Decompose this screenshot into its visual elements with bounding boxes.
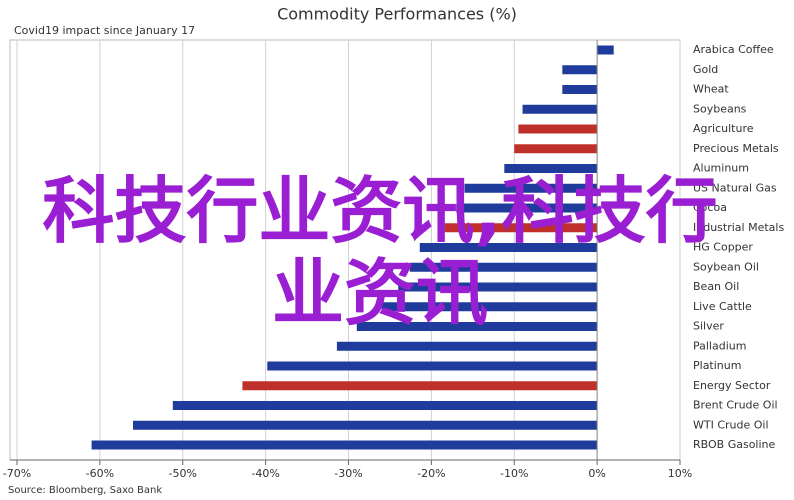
bar — [522, 104, 598, 114]
bar — [91, 440, 598, 450]
bar — [381, 302, 598, 312]
bar — [336, 341, 598, 351]
bar — [444, 223, 598, 233]
bar — [133, 420, 598, 430]
x-tick-label: -50% — [169, 467, 197, 480]
y-tick-label: Soybeans — [693, 102, 747, 115]
y-tick-label: Gold — [693, 63, 718, 76]
y-tick-label: Soybean Oil — [693, 260, 759, 273]
y-tick-label: Bean Oil — [693, 280, 739, 293]
x-tick-label: -30% — [334, 467, 362, 480]
chart-subtitle: Covid19 impact since January 17 — [14, 24, 195, 37]
y-tick-label: Brent Crude Oil — [693, 399, 778, 412]
bar — [464, 183, 598, 193]
y-tick-label: Wheat — [693, 83, 729, 96]
y-tick-label: WTI Crude Oil — [693, 418, 769, 431]
bar — [518, 124, 598, 134]
y-tick-label: Agriculture — [693, 122, 754, 135]
y-tick-label: Platinum — [693, 359, 741, 372]
bar — [267, 361, 598, 371]
bar — [356, 322, 598, 331]
bar — [172, 401, 598, 410]
x-tick-label: -40% — [251, 467, 279, 480]
x-tick-label: 0% — [588, 467, 605, 480]
bar — [562, 65, 598, 75]
source: Source: Bloomberg, Saxo Bank — [8, 485, 162, 496]
x-tick-label: -60% — [86, 467, 114, 480]
bar — [514, 144, 598, 154]
chart-title: Commodity Performances (%) — [277, 5, 517, 24]
y-tick-label: Energy Sector — [693, 379, 771, 392]
y-tick-label: US Natural Gas — [693, 181, 777, 194]
bar — [409, 262, 598, 272]
bar — [242, 381, 598, 391]
y-tick-label: HG Copper — [693, 241, 753, 254]
bar — [398, 282, 598, 292]
y-tick-label: RBOB Gasoline — [693, 438, 776, 451]
watermark: 科技行业资讯,科技行业资讯 — [42, 169, 718, 335]
bar — [456, 203, 598, 213]
bar — [562, 85, 598, 94]
bar — [504, 164, 598, 173]
bar — [419, 243, 598, 252]
y-tick-label: Aluminum — [693, 162, 749, 175]
x-tick-label: -70% — [3, 467, 31, 480]
y-tick-label: Palladium — [693, 339, 746, 352]
y-tick-label: Live Cattle — [693, 300, 752, 313]
y-tick-label: Arabica Coffee — [693, 43, 774, 56]
bar — [597, 45, 614, 55]
x-tick-label: -20% — [417, 467, 445, 480]
y-tick-label: Silver — [693, 320, 724, 333]
y-tick-label: Cocoa — [693, 201, 727, 214]
x-tick-label: -10% — [500, 467, 528, 480]
x-tick-label: 10% — [668, 467, 692, 480]
y-tick-label: Precious Metals — [693, 142, 779, 155]
y-tick-label: Industrial Metals — [693, 221, 784, 234]
